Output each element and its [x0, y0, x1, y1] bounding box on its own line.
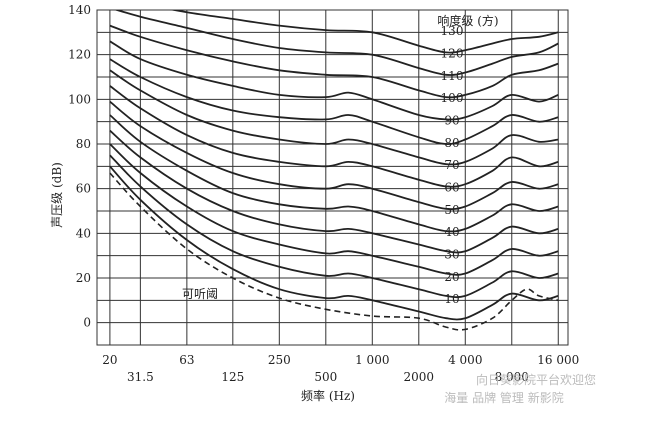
x-tick-label: 31.5 — [127, 370, 154, 384]
curve-label-20: 20 — [444, 270, 459, 284]
curve-label-30: 30 — [444, 248, 459, 262]
x-tick-label: 4 000 — [448, 353, 482, 367]
curve-20-phon — [109, 154, 559, 299]
curve-label-110: 110 — [441, 69, 464, 83]
threshold-label: 可听阈 — [182, 286, 218, 301]
curve-110-phon — [109, 24, 559, 99]
curve-label-70: 70 — [444, 158, 459, 172]
curve-10-phon — [109, 165, 559, 321]
x-tick-label: 1 000 — [355, 353, 389, 367]
x-tick-label: 500 — [314, 370, 337, 384]
curve-label-80: 80 — [444, 136, 459, 150]
y-tick-label: 0 — [83, 316, 91, 330]
curve-label-40: 40 — [444, 225, 459, 239]
grid — [96, 9, 569, 346]
tick-labels: 0 20 40 60 80 100 120 140 20 31.5 63 125 250 500 1 000… — [68, 3, 579, 384]
legend-title: 响度级 (方) — [437, 13, 498, 28]
curve-90-phon — [109, 58, 559, 145]
watermark-line-2: 海量 品牌 管理 新影院 — [444, 390, 563, 405]
curve-50-phon — [109, 114, 559, 233]
y-tick-label: 100 — [68, 92, 91, 106]
x-tick-label: 125 — [221, 370, 244, 384]
curve-label-90: 90 — [444, 114, 459, 128]
x-axis-label: 频率 (Hz) — [301, 388, 355, 403]
y-axis-label: 声压级 (dB) — [50, 162, 64, 228]
curve-label-10: 10 — [444, 292, 459, 306]
x-tick-label: 20 — [102, 353, 117, 367]
y-tick-label: 40 — [76, 226, 91, 240]
y-tick-label: 140 — [68, 3, 91, 17]
curve-120-phon — [114, 10, 559, 76]
curve-label-120: 120 — [441, 47, 464, 61]
loudness-curves — [109, 10, 559, 331]
curve-100-phon — [109, 40, 559, 121]
curve-80-phon — [109, 69, 559, 166]
curve-label-130: 130 — [441, 24, 464, 38]
y-tick-label: 120 — [68, 48, 91, 62]
curve-40-phon — [109, 129, 559, 254]
x-tick-label: 63 — [179, 353, 194, 367]
plot-frame — [96, 9, 569, 346]
x-tick-label: 16 000 — [537, 353, 579, 367]
x-tick-label: 250 — [268, 353, 291, 367]
threshold-curve — [109, 172, 559, 331]
y-tick-label: 20 — [76, 271, 91, 285]
curve-130-phon — [169, 10, 559, 54]
y-tick-label: 60 — [76, 182, 91, 196]
x-tick-label: 2000 — [404, 370, 435, 384]
curve-30-phon — [109, 143, 559, 276]
curve-70-phon — [109, 85, 559, 188]
curve-60-phon — [109, 100, 559, 211]
watermark-line-1: 向日葵影院平台欢迎您 — [476, 372, 596, 387]
x-tick-label: 8 000 — [495, 370, 529, 384]
y-tick-label: 80 — [76, 137, 91, 151]
curve-label-60: 60 — [444, 181, 459, 195]
curve-label-100: 100 — [441, 91, 464, 105]
curve-label-50: 50 — [444, 203, 459, 217]
